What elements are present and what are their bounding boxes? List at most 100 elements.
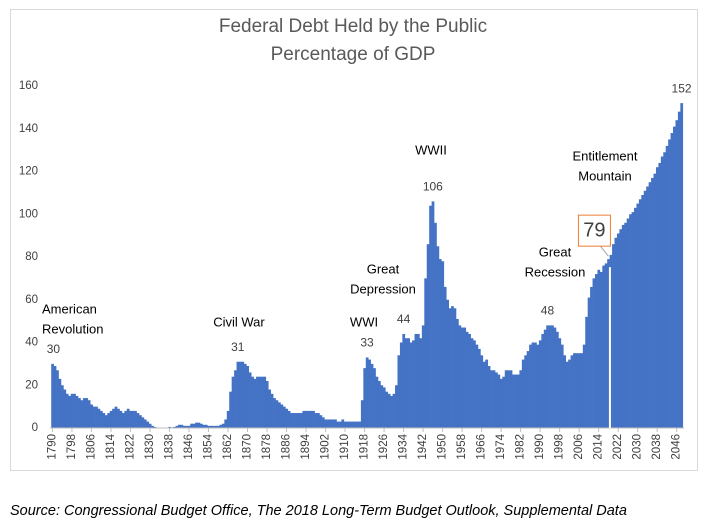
bar <box>321 417 325 428</box>
x-tick-label: 2022 <box>612 434 624 460</box>
bar <box>97 408 101 428</box>
y-tick-label: 100 <box>19 208 38 220</box>
bar <box>509 370 513 428</box>
annotation: WWI <box>350 314 378 329</box>
bar <box>380 385 384 428</box>
bar <box>580 353 584 428</box>
bar <box>460 327 464 428</box>
annotation: Recession <box>525 264 586 279</box>
bar <box>482 361 486 428</box>
bar <box>343 421 347 428</box>
bar <box>573 353 576 428</box>
bar <box>497 374 501 428</box>
bar <box>412 340 415 428</box>
bar <box>563 355 567 428</box>
x-tick-label: 1982 <box>515 434 527 460</box>
bar <box>660 156 664 428</box>
bar <box>468 333 471 428</box>
data-label: 31 <box>231 340 245 354</box>
annotation: Mountain <box>578 168 631 183</box>
x-tick-label: 1814 <box>105 433 117 459</box>
bar <box>485 359 489 428</box>
x-tick-label: 1798 <box>66 434 78 460</box>
y-tick-label: 20 <box>25 379 38 391</box>
bar <box>168 426 172 428</box>
bar <box>346 421 350 428</box>
bar <box>221 423 225 428</box>
bar <box>251 376 254 428</box>
bar <box>99 410 103 428</box>
bar <box>334 419 337 428</box>
bar <box>487 366 491 428</box>
bar <box>368 359 371 428</box>
bar <box>73 393 76 428</box>
bar <box>638 199 642 428</box>
bar <box>590 286 593 428</box>
bar <box>495 372 498 428</box>
bar <box>117 408 120 428</box>
x-tick-label: 1838 <box>164 434 176 460</box>
bar <box>670 133 674 428</box>
bar <box>358 421 362 428</box>
bar <box>90 404 93 428</box>
bar <box>58 378 62 428</box>
bar <box>502 376 506 428</box>
x-tick-label: 1934 <box>398 433 410 459</box>
bar <box>516 374 520 428</box>
bar <box>463 327 467 428</box>
bar <box>285 408 289 428</box>
data-label: 30 <box>47 342 61 356</box>
bar <box>360 400 364 428</box>
bar <box>214 425 218 428</box>
bar <box>414 333 418 428</box>
bar <box>143 419 147 428</box>
bar <box>504 370 508 428</box>
x-tick-label: 1974 <box>495 433 507 459</box>
bar <box>190 423 193 428</box>
bar <box>477 348 481 428</box>
bar <box>234 370 237 428</box>
annotation: Depression <box>350 281 416 296</box>
bar <box>575 353 579 428</box>
bar <box>121 413 125 428</box>
bar <box>134 410 137 428</box>
y-tick-label: 40 <box>25 337 38 349</box>
bar <box>387 393 391 428</box>
bar <box>309 410 313 428</box>
bar <box>521 359 525 428</box>
bar <box>102 413 106 428</box>
annotation: Civil War <box>213 314 265 329</box>
bar <box>260 376 264 428</box>
x-tick-label: 2030 <box>632 434 644 460</box>
bar <box>470 338 474 428</box>
bar <box>141 417 145 428</box>
bar <box>329 419 332 428</box>
bar <box>282 406 286 428</box>
bar <box>621 224 625 428</box>
bar <box>663 152 667 428</box>
bar <box>473 340 476 428</box>
x-tick-label: 1910 <box>339 434 351 460</box>
bar <box>385 391 389 428</box>
bar <box>304 410 308 428</box>
bar <box>568 359 571 428</box>
bar <box>665 145 669 428</box>
bar <box>124 410 128 428</box>
bar <box>616 233 620 428</box>
annotation: WWII <box>415 142 447 157</box>
bar <box>248 372 252 428</box>
bar <box>119 410 123 428</box>
bar <box>258 376 262 428</box>
data-label: 33 <box>360 336 374 350</box>
data-label: 48 <box>541 304 555 318</box>
chart-title: Federal Debt Held by the Public <box>219 16 487 37</box>
data-label: 79 <box>583 219 605 241</box>
bar <box>407 338 410 428</box>
bar <box>95 406 98 428</box>
bar <box>268 389 271 428</box>
bar <box>182 425 186 428</box>
bar <box>348 421 352 428</box>
bar <box>292 413 296 428</box>
bar <box>273 398 276 428</box>
bar <box>299 413 303 428</box>
